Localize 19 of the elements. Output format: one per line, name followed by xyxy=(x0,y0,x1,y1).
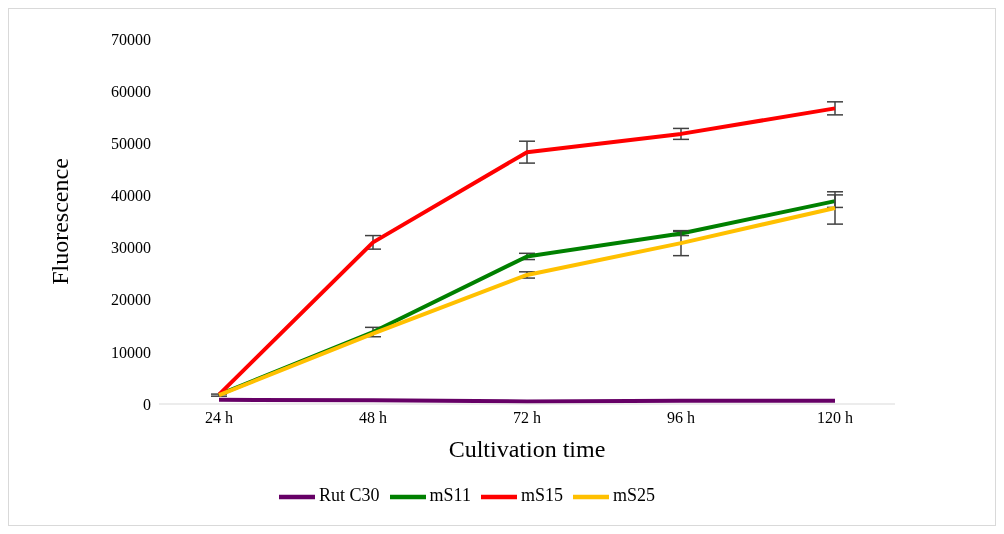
y-tick-label: 0 xyxy=(143,395,151,413)
y-tick-label: 40000 xyxy=(111,187,151,205)
x-tick-label: 72 h xyxy=(513,409,541,427)
y-tick-label: 70000 xyxy=(111,30,151,48)
x-tick-label: 120 h xyxy=(817,409,853,427)
legend-label: Rut C30 xyxy=(319,485,380,506)
y-tick-label: 30000 xyxy=(111,239,151,257)
x-axis-title: Cultivation time xyxy=(448,436,606,462)
x-tick-label: 24 h xyxy=(205,409,233,427)
x-tick-label: 48 h xyxy=(359,409,387,427)
y-tick-label: 10000 xyxy=(111,343,151,361)
y-tick-label: 50000 xyxy=(111,134,151,152)
legend-label: mS11 xyxy=(429,485,471,506)
legend-label: mS15 xyxy=(520,485,563,506)
y-axis-title: Fluorescence xyxy=(46,158,73,285)
x-tick-label: 96 h xyxy=(667,409,695,427)
y-tick-label: 60000 xyxy=(111,82,151,100)
legend-label: mS25 xyxy=(612,485,655,506)
y-tick-label: 20000 xyxy=(111,291,151,309)
